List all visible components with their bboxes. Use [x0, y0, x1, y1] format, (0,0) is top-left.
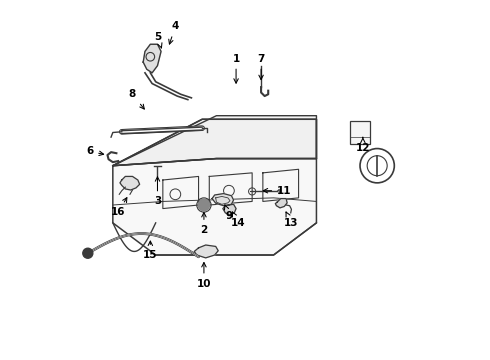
Polygon shape — [113, 119, 317, 166]
Polygon shape — [143, 44, 161, 73]
Text: 16: 16 — [111, 198, 127, 217]
Circle shape — [83, 248, 93, 258]
Text: 7: 7 — [257, 54, 265, 80]
Text: 14: 14 — [230, 212, 245, 228]
Text: 8: 8 — [129, 89, 144, 109]
Bar — [350, 121, 370, 144]
Text: 10: 10 — [196, 262, 211, 289]
Polygon shape — [113, 119, 317, 166]
Polygon shape — [113, 158, 317, 255]
Text: 2: 2 — [200, 212, 208, 235]
Circle shape — [198, 199, 210, 211]
Text: 13: 13 — [284, 212, 299, 228]
Polygon shape — [275, 199, 287, 208]
Text: 3: 3 — [154, 177, 161, 206]
Polygon shape — [120, 176, 140, 190]
Text: 15: 15 — [143, 241, 158, 260]
Polygon shape — [194, 245, 218, 258]
Text: 4: 4 — [169, 21, 179, 44]
Text: 6: 6 — [86, 147, 103, 157]
Text: 1: 1 — [232, 54, 240, 83]
Polygon shape — [113, 116, 317, 166]
Text: 12: 12 — [356, 137, 370, 153]
Text: 11: 11 — [263, 186, 292, 196]
Polygon shape — [212, 194, 234, 206]
Polygon shape — [223, 204, 236, 215]
Text: 9: 9 — [224, 205, 232, 221]
Text: 5: 5 — [154, 32, 162, 48]
